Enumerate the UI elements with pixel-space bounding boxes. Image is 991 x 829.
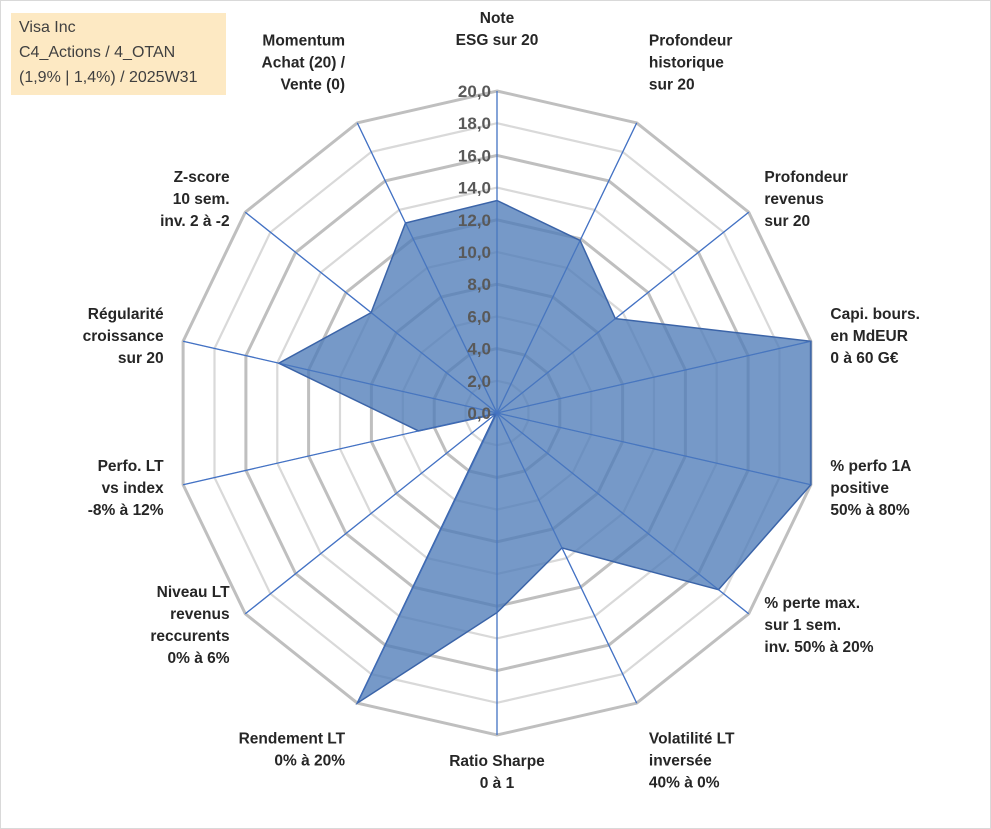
tick-label: 6,0 xyxy=(467,307,491,326)
category-label-line: croissance xyxy=(83,328,164,345)
category-label: Perfo. LT vs index -8% à 12% xyxy=(88,458,164,519)
category-label-line: -8% à 12% xyxy=(88,502,164,519)
tick-label: 14,0 xyxy=(458,179,491,198)
tick-label: 4,0 xyxy=(467,340,491,359)
category-label-line: revenus xyxy=(764,191,823,208)
category-label: Rendement LT 0% à 20% xyxy=(239,730,346,769)
category-label-line: Vente (0) xyxy=(280,77,345,94)
category-label-line: Profondeur xyxy=(649,33,733,50)
category-label-line: Capi. bours. xyxy=(830,306,920,323)
classification: C4_Actions / 4_OTAN xyxy=(19,44,176,61)
tick-label: 20,0 xyxy=(458,82,491,101)
category-labels: Note ESG sur 20 Profondeur historique sur 20… xyxy=(83,10,920,792)
tick-label: 18,0 xyxy=(458,114,491,133)
category-label-line: % perte max. xyxy=(764,595,860,612)
category-label-line: Rendement LT xyxy=(239,730,346,747)
axis-spoke-overlay xyxy=(496,412,638,704)
axis-spoke-overlay xyxy=(182,412,498,486)
company-name: Visa Inc xyxy=(19,19,76,36)
info-box: Visa Inc C4_Actions / 4_OTAN (1,9% | 1,4… xyxy=(11,13,226,95)
category-label: Profondeur historique sur 20 xyxy=(649,33,733,94)
category-label: Ratio Sharpe 0 à 1 xyxy=(449,753,545,792)
category-label-line: 0 à 1 xyxy=(480,775,515,792)
category-label: Capi. bours. en MdEUR 0 à 60 G€ xyxy=(830,306,920,367)
axis-spoke-overlay xyxy=(356,122,498,414)
category-label-line: Note xyxy=(480,10,515,27)
axis-spoke-overlay xyxy=(496,412,750,615)
category-label: % perfo 1A positive 50% à 80% xyxy=(830,458,911,519)
category-label-line: Z-score xyxy=(174,169,230,186)
category-label-line: Ratio Sharpe xyxy=(449,753,545,770)
category-label-line: revenus xyxy=(170,606,229,623)
category-label: Profondeur revenus sur 20 xyxy=(764,169,848,230)
category-label-line: Achat (20) / xyxy=(262,55,346,72)
category-label-line: 0% à 6% xyxy=(168,650,230,667)
tick-label: 12,0 xyxy=(458,211,491,230)
category-label: Z-score 10 sem. inv. 2 à -2 xyxy=(160,169,230,230)
radar-series xyxy=(182,91,812,735)
category-label-line: sur 20 xyxy=(649,77,695,94)
axis-spoke-overlay xyxy=(496,412,812,486)
category-label-line: 10 sem. xyxy=(173,191,230,208)
category-label-line: sur 20 xyxy=(764,213,810,230)
axis-spoke-overlay xyxy=(496,340,812,414)
tick-label: 10,0 xyxy=(458,243,491,262)
category-label-line: % perfo 1A xyxy=(830,458,911,475)
category-label-line: en MdEUR xyxy=(830,328,908,345)
category-label: Niveau LT revenus reccurents 0% à 6% xyxy=(150,584,230,667)
category-label-line: 40% à 0% xyxy=(649,774,720,791)
category-label-line: 0% à 20% xyxy=(274,752,345,769)
category-label-line: ESG sur 20 xyxy=(456,32,539,49)
category-label: Momentum Achat (20) / Vente (0) xyxy=(262,33,346,94)
axis-spoke-overlay xyxy=(356,412,498,704)
weights-week: (1,9% | 1,4%) / 2025W31 xyxy=(19,69,198,86)
tick-label: 2,0 xyxy=(467,372,491,391)
category-label-line: inv. 50% à 20% xyxy=(764,639,873,656)
axis-spoke-overlay xyxy=(496,122,638,414)
category-label-line: Niveau LT xyxy=(157,584,230,601)
category-label: Note ESG sur 20 xyxy=(456,10,539,49)
category-label: Volatilité LT inversée 40% à 0% xyxy=(649,730,735,791)
category-label-line: Profondeur xyxy=(764,169,848,186)
category-label-line: Régularité xyxy=(88,306,164,323)
category-label-line: sur 1 sem. xyxy=(764,617,841,634)
axis-spoke-overlay xyxy=(496,211,750,414)
category-label-line: reccurents xyxy=(150,628,229,645)
radial-tick-labels: 0,0 2,0 4,0 6,0 8,0 10,0 12,0 14,0 16,0 18,0 20,0 xyxy=(458,82,491,423)
category-label-line: inversée xyxy=(649,752,712,769)
category-label-line: historique xyxy=(649,55,724,72)
category-label-line: Momentum xyxy=(262,33,345,50)
tick-label: 8,0 xyxy=(467,275,491,294)
tick-label: 0,0 xyxy=(467,404,491,423)
axis-spoke-overlay xyxy=(182,340,498,414)
category-label-line: vs index xyxy=(102,480,164,497)
category-label-line: 0 à 60 G€ xyxy=(830,350,898,367)
category-label-line: Volatilité LT xyxy=(649,730,735,747)
axis-spoke-overlay xyxy=(244,211,498,414)
tick-label: 16,0 xyxy=(458,146,491,165)
category-label-line: sur 20 xyxy=(118,350,164,367)
category-label: Régularité croissance sur 20 xyxy=(83,306,164,367)
category-label-line: positive xyxy=(830,480,889,497)
category-label: % perte max. sur 1 sem. inv. 50% à 20% xyxy=(764,595,873,656)
category-label-line: inv. 2 à -2 xyxy=(160,213,230,230)
category-label-line: Perfo. LT xyxy=(98,458,165,475)
category-label-line: 50% à 80% xyxy=(830,502,909,519)
axis-spoke-overlay xyxy=(244,412,498,615)
